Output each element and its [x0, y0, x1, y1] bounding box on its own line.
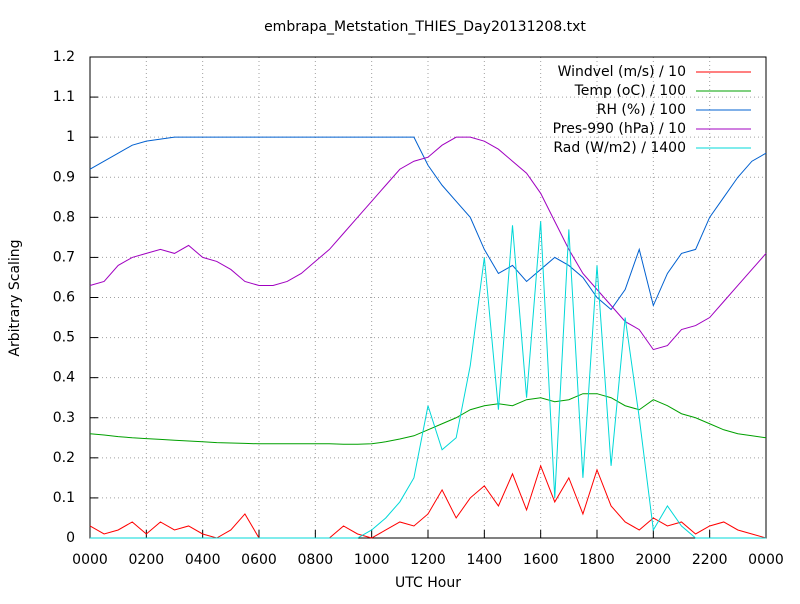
plot-frame: [89, 56, 767, 539]
y-tick-label: 0.9: [53, 169, 75, 185]
x-tick-label: 0600: [241, 552, 277, 568]
y-tick-label: 0.2: [53, 450, 75, 466]
y-tick-label: 0.4: [53, 370, 75, 386]
legend-label: Windvel (m/s) / 10: [558, 64, 686, 80]
chart-title: embrapa_Metstation_THIES_Day20131208.txt: [264, 19, 586, 35]
legend-label: Pres-990 (hPa) / 10: [553, 121, 686, 137]
y-tick-label: 0.1: [53, 490, 75, 506]
y-tick-label: 0: [66, 530, 75, 546]
x-tick-label: 2200: [692, 552, 728, 568]
series-line: [89, 464, 767, 539]
x-tick-label: 1600: [523, 552, 559, 568]
series-line: [89, 393, 767, 445]
x-tick-label: 0800: [298, 552, 334, 568]
series-line: [89, 136, 767, 351]
x-tick-label: 1400: [467, 552, 503, 568]
y-tick-label: 0.6: [53, 290, 75, 306]
x-axis-label: UTC Hour: [395, 575, 461, 591]
x-tick-label: 1000: [354, 552, 390, 568]
y-tick-label: 0.5: [53, 330, 75, 346]
x-tick-label: 0000: [72, 552, 108, 568]
x-tick-label: 0200: [129, 552, 165, 568]
x-tick-label: 0000: [748, 552, 784, 568]
x-tick-label: 2000: [636, 552, 672, 568]
series-line: [90, 221, 766, 539]
y-axis-label: Arbitrary Scaling: [7, 239, 23, 356]
y-tick-label: 0.3: [53, 410, 75, 426]
y-tick-label: 0.7: [53, 249, 75, 265]
legend-label: Temp (oC) / 100: [574, 83, 686, 99]
legend-label: Rad (W/m2) / 1400: [553, 140, 686, 156]
x-tick-label: 1200: [410, 552, 446, 568]
y-tick-label: 1: [66, 129, 75, 145]
series-line: [89, 136, 767, 311]
legend-label: RH (%) / 100: [597, 102, 686, 118]
y-tick-label: 0.8: [53, 209, 75, 225]
x-tick-label: 1800: [579, 552, 615, 568]
x-tick-label: 0400: [185, 552, 221, 568]
y-tick-label: 1.1: [53, 89, 75, 105]
y-tick-label: 1.2: [53, 49, 75, 65]
